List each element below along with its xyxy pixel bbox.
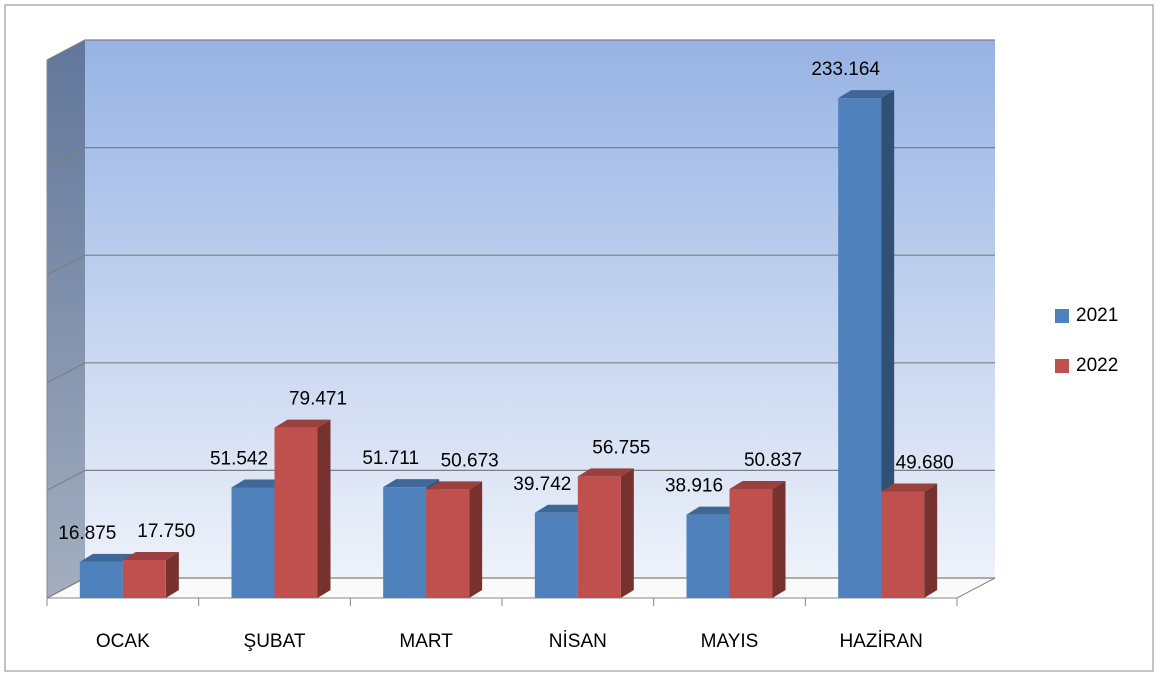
- data-label: 51.711: [362, 448, 419, 469]
- bar-front: [534, 512, 578, 598]
- data-label: 56.755: [592, 437, 650, 458]
- bar-side: [469, 481, 483, 598]
- bar-top: [686, 506, 743, 515]
- data-label: 233.164: [811, 59, 880, 80]
- bar-top: [534, 504, 591, 513]
- bar-side: [317, 419, 331, 598]
- frame: [4, 4, 1154, 672]
- x-tick-label: HAZİRAN: [839, 631, 922, 652]
- x-tick-label: OCAK: [96, 631, 150, 652]
- bar-front: [231, 487, 275, 598]
- grid-line: [46, 39, 995, 61]
- bar-top: [881, 483, 938, 492]
- bar: [426, 481, 483, 598]
- bar: [577, 468, 634, 598]
- bar-top: [577, 468, 634, 477]
- bar-side: [924, 483, 938, 598]
- legend-swatch: [1055, 359, 1069, 373]
- bar-top: [79, 553, 136, 562]
- grid-line: [46, 147, 995, 169]
- bar-front: [838, 98, 882, 599]
- data-label: 16.875: [58, 523, 116, 544]
- x-tick-label: MART: [399, 631, 453, 652]
- grid-line: [46, 254, 995, 276]
- data-label: 38.916: [665, 476, 723, 497]
- bar-front: [122, 559, 166, 598]
- bar-front: [577, 476, 621, 598]
- x-tick-label: NİSAN: [549, 631, 607, 652]
- bar-side: [620, 468, 634, 598]
- bar-top: [122, 551, 179, 560]
- bar-side: [881, 90, 895, 599]
- side-wall: [47, 40, 85, 598]
- bar: [729, 481, 786, 598]
- bar-top: [231, 479, 288, 488]
- bar-side: [772, 481, 786, 598]
- data-label: 49.680: [896, 453, 954, 474]
- grid-line: [46, 469, 995, 491]
- bar-front: [426, 489, 470, 598]
- x-tick-label: ŞUBAT: [244, 631, 306, 652]
- bar-top: [729, 481, 786, 490]
- data-label: 17.750: [137, 521, 195, 542]
- bar-front: [383, 487, 427, 598]
- data-label: 51.542: [210, 449, 268, 470]
- bar-side: [165, 551, 179, 598]
- bar-front: [686, 514, 730, 598]
- bar-front: [729, 489, 773, 598]
- bar: [274, 419, 331, 598]
- bar-top: [426, 481, 483, 490]
- x-tick-label: MAYIS: [701, 631, 759, 652]
- data-label: 79.471: [289, 389, 347, 410]
- data-label: 50.673: [441, 450, 499, 471]
- bar: [122, 551, 179, 598]
- bar: [838, 90, 895, 599]
- legend-swatch: [1055, 309, 1069, 323]
- bar-top: [274, 419, 331, 428]
- grid-line: [46, 362, 995, 384]
- data-label: 50.837: [744, 450, 802, 471]
- bar-front: [79, 561, 123, 598]
- bar-front: [881, 491, 925, 598]
- data-label: 39.742: [513, 474, 571, 495]
- legend-label: 2022: [1076, 355, 1118, 376]
- bar: [881, 483, 938, 598]
- bar-top: [838, 90, 895, 99]
- bar-front: [274, 427, 318, 598]
- legend-label: 2021: [1076, 305, 1118, 326]
- bar-top: [383, 479, 440, 488]
